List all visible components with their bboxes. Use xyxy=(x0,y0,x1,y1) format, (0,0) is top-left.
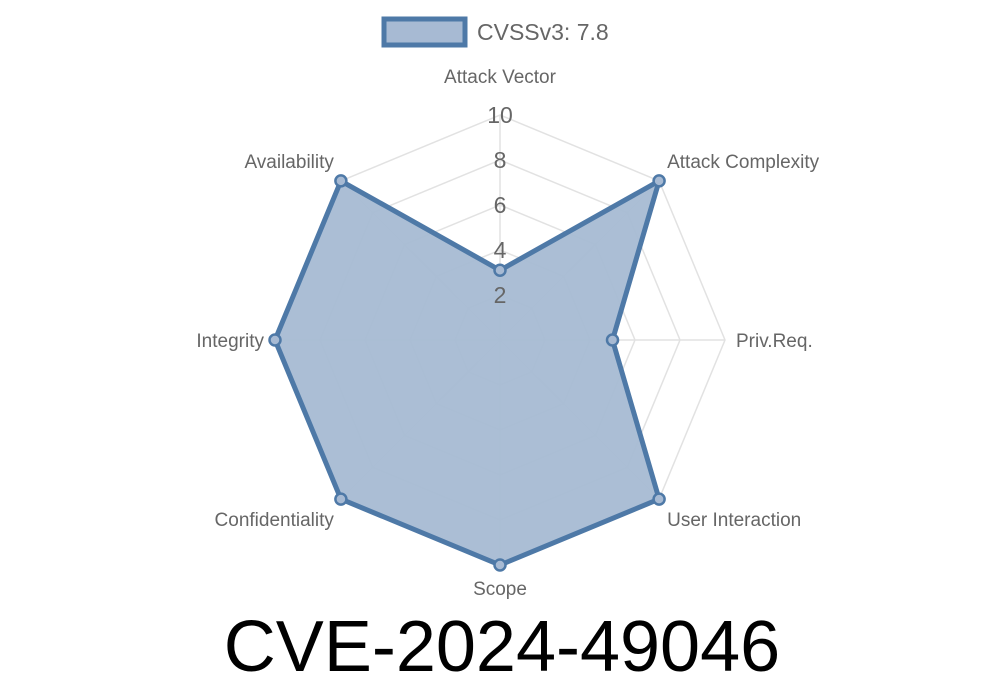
chart-title: CVE-2024-49046 xyxy=(224,607,780,687)
radial-ticks: 2 4 6 8 10 xyxy=(487,102,513,308)
data-point[interactable] xyxy=(334,492,348,506)
legend[interactable]: CVSSv3: 7.8 xyxy=(381,16,609,48)
axis-label: Availability xyxy=(244,152,334,173)
axis-label: Attack Vector xyxy=(444,67,557,88)
tick-label: 8 xyxy=(494,147,507,173)
axis-label: Scope xyxy=(473,579,527,600)
axis-label: Priv.Req. xyxy=(736,331,813,352)
tick-label: 6 xyxy=(494,192,507,218)
data-point[interactable] xyxy=(652,174,666,188)
axis-label: User Interaction xyxy=(667,510,801,531)
tick-label: 2 xyxy=(494,282,507,308)
tick-label: 4 xyxy=(494,237,507,263)
data-point[interactable] xyxy=(493,558,507,572)
data-point[interactable] xyxy=(652,492,666,506)
axis-labels: Attack Vector Attack Complexity Priv.Req. U… xyxy=(196,67,819,600)
data-point[interactable] xyxy=(493,263,507,277)
axis-label: Attack Complexity xyxy=(667,152,820,173)
legend-swatch xyxy=(381,16,468,48)
tick-label: 10 xyxy=(487,102,513,128)
data-point[interactable] xyxy=(334,174,348,188)
legend-label: CVSSv3: 7.8 xyxy=(477,19,609,45)
axis-label: Integrity xyxy=(196,331,264,352)
radar-series xyxy=(268,174,666,572)
series-area xyxy=(272,175,664,568)
data-point[interactable] xyxy=(268,333,282,347)
data-point[interactable] xyxy=(605,333,620,347)
axis-label: Confidentiality xyxy=(215,510,335,531)
